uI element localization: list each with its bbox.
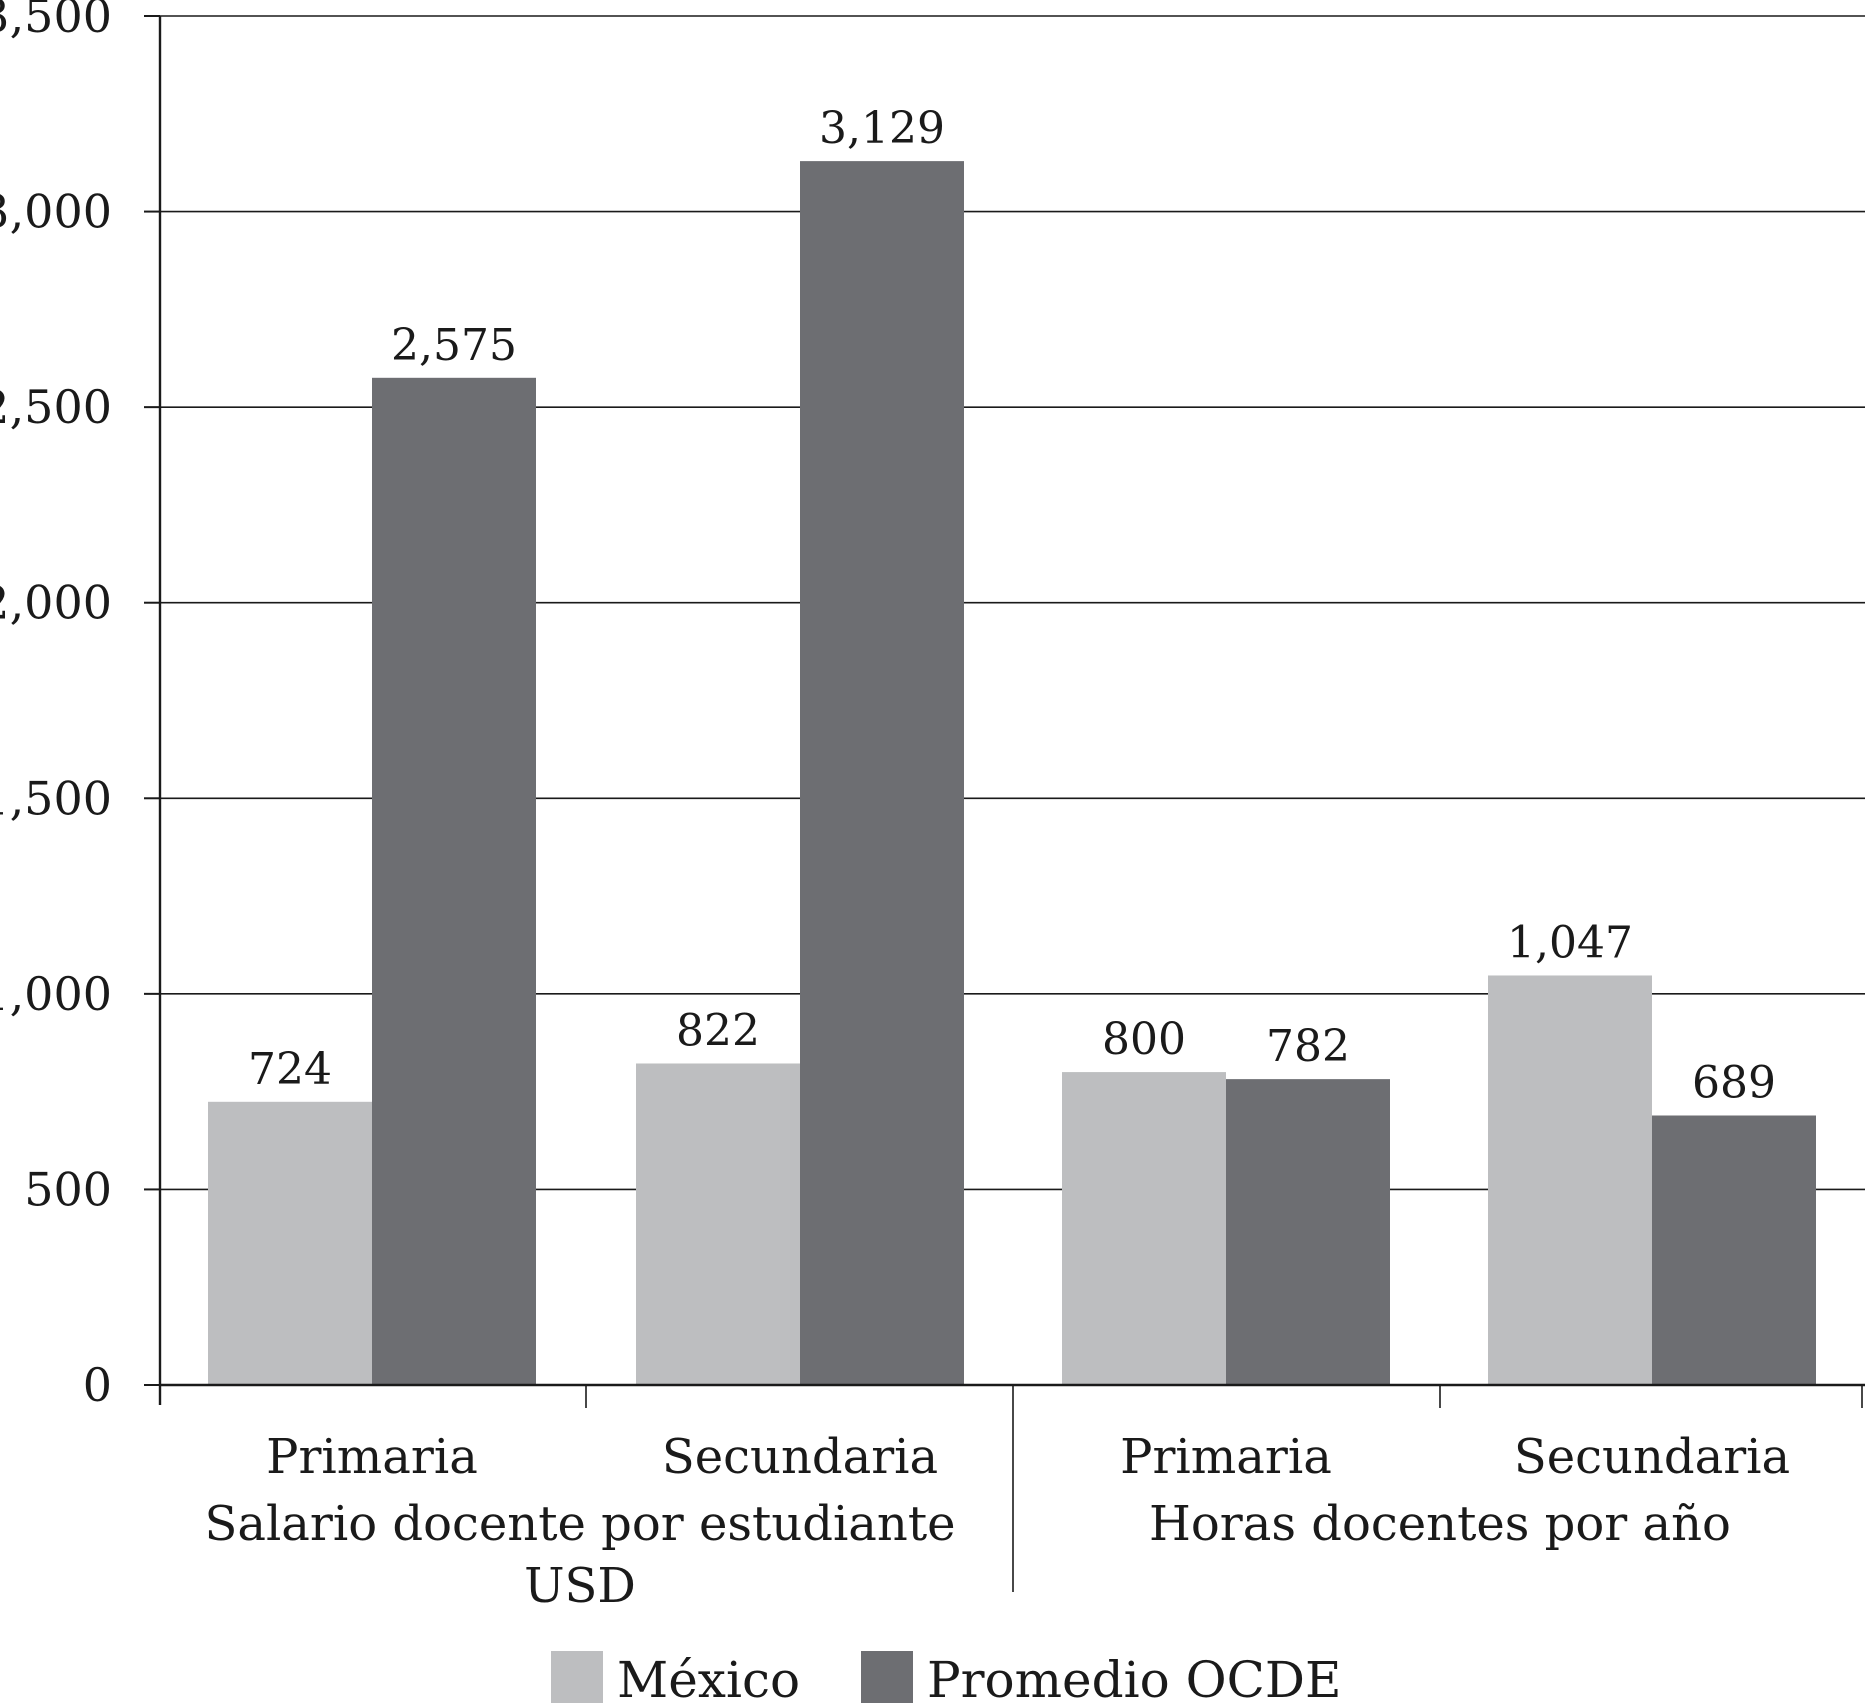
data-label: 689: [1692, 1058, 1776, 1109]
data-label: 2,575: [391, 320, 517, 371]
legend-label: Promedio OCDE: [927, 1651, 1341, 1705]
data-label: 1,047: [1507, 917, 1633, 968]
category-label: Primaria: [1120, 1429, 1332, 1485]
y-tick-label: 3,000: [0, 185, 112, 239]
legend-swatch: [551, 1651, 603, 1703]
y-axis-ticks: 0 500 1,000 1,500 2,000 2,500 3,000 3,500: [0, 0, 160, 1412]
y-tick-label: 1,500: [0, 771, 112, 825]
bars: [208, 161, 1816, 1385]
group-labels: Salario docente por estudiante USD Horas d…: [204, 1496, 1730, 1614]
category-label: Secundaria: [662, 1429, 938, 1485]
group-sublabel: USD: [524, 1558, 636, 1614]
y-tick-label: 500: [24, 1162, 112, 1216]
group-label: Salario docente por estudiante: [204, 1496, 955, 1552]
data-label: 782: [1266, 1021, 1350, 1072]
data-label: 3,129: [819, 103, 945, 154]
bar-mexico: [208, 1101, 372, 1385]
category-labels: Primaria Secundaria Primaria Secundaria: [266, 1429, 1790, 1485]
data-label: 724: [248, 1044, 332, 1095]
bar-mexico: [1062, 1072, 1226, 1385]
legend-swatch: [861, 1651, 913, 1703]
legend-label: México: [617, 1651, 800, 1705]
category-label: Primaria: [266, 1429, 478, 1485]
y-tick-label: 3,500: [0, 0, 112, 43]
axes: [158, 16, 1865, 1592]
y-tick-label: 0: [83, 1358, 112, 1412]
group-label: Horas docentes por año: [1149, 1496, 1731, 1552]
data-label: 800: [1102, 1014, 1186, 1065]
y-tick-label: 1,000: [0, 967, 112, 1021]
bar-mexico: [636, 1063, 800, 1385]
y-tick-label: 2,500: [0, 380, 112, 434]
bar-promedio-ocde: [372, 377, 536, 1385]
y-tick-label: 2,000: [0, 576, 112, 630]
bar-mexico: [1488, 975, 1652, 1385]
data-labels: 724 822 800 1,047 2,575 3,129 782 689: [248, 103, 1776, 1108]
data-label: 822: [676, 1005, 760, 1056]
bar-promedio-ocde: [1652, 1115, 1816, 1385]
category-label: Secundaria: [1514, 1429, 1790, 1485]
bar-promedio-ocde: [800, 161, 964, 1385]
legend: México Promedio OCDE: [551, 1651, 1341, 1705]
bar-promedio-ocde: [1226, 1079, 1390, 1385]
